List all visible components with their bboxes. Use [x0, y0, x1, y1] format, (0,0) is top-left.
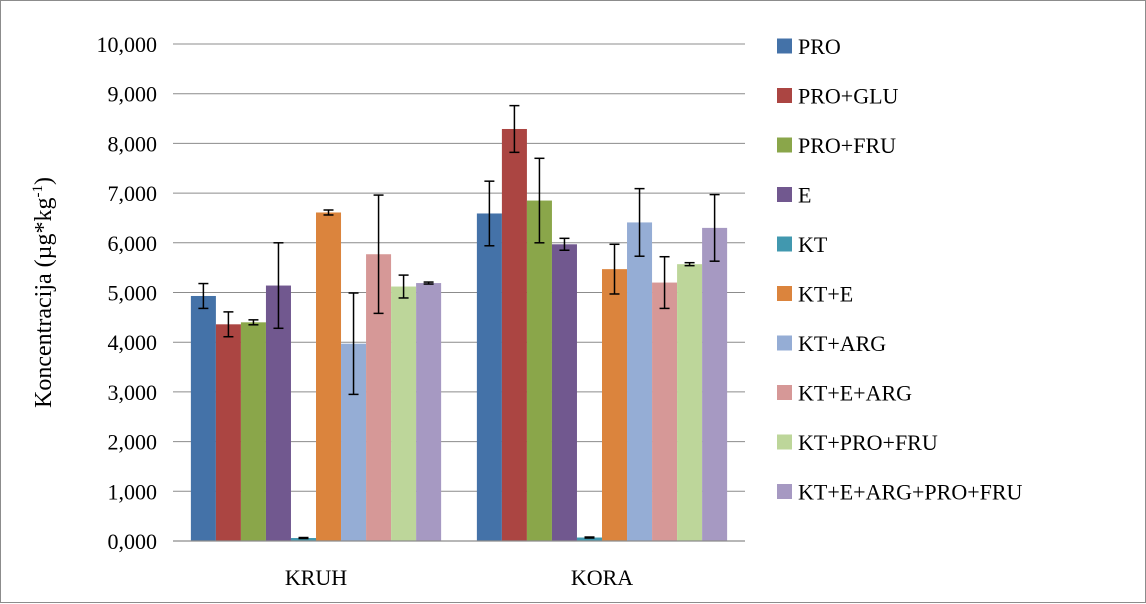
y-axis-title-main: Koncentracija (µg*kg [31, 198, 57, 408]
legend-swatch [777, 38, 792, 54]
y-axis-title-superscript: -1 [30, 185, 46, 198]
bar [702, 227, 728, 541]
y-tick-label: 4,000 [108, 330, 158, 355]
y-axis-tick-labels: 0,000 1,000 2,000 3,000 4,000 5,000 6,000 7,000… [97, 32, 158, 554]
y-tick-label: 0,000 [108, 529, 158, 554]
y-tick-label: 9,000 [108, 82, 158, 107]
legend: PRO PRO+GLU PRO+FRU E KT KT+E KT+ARG KT+E+ARG KT… [777, 34, 1023, 505]
bar [215, 324, 241, 541]
legend-swatch [777, 137, 792, 153]
bar [416, 283, 442, 541]
y-tick-label: 3,000 [108, 380, 158, 405]
legend-swatch [777, 236, 792, 252]
legend-label: KT+PRO+FRU [798, 430, 938, 455]
bar [627, 222, 653, 541]
y-tick-label: 10,000 [97, 32, 158, 57]
x-category-label: KRUH [285, 565, 347, 590]
bar [290, 538, 316, 541]
bar [391, 286, 417, 541]
bar [316, 212, 342, 541]
legend-swatch [777, 434, 792, 450]
legend-label: KT [798, 232, 828, 257]
legend-swatch [777, 385, 792, 400]
y-tick-label: 7,000 [108, 181, 158, 206]
legend-label: KT+E+ARG+PRO+FRU [798, 480, 1023, 505]
legend-swatch [777, 286, 792, 301]
bar [190, 295, 216, 541]
y-axis-title: Koncentracija (µg*kg-1) [30, 177, 57, 408]
bar [240, 322, 266, 541]
bar [501, 128, 527, 541]
legend-swatch [777, 88, 792, 103]
bars [190, 128, 728, 542]
legend-label: PRO+GLU [798, 84, 899, 109]
legend-label: PRO+FRU [798, 133, 896, 158]
legend-label: KT+E+ARG [798, 381, 912, 406]
y-tick-label: 5,000 [108, 281, 158, 306]
x-axis-category-labels: KRUH KORA [285, 565, 633, 590]
y-tick-label: 1,000 [108, 479, 158, 504]
bar [551, 244, 577, 541]
bar [526, 200, 552, 541]
legend-label: KT+E [798, 282, 853, 307]
y-tick-label: 2,000 [108, 430, 158, 455]
legend-swatch [777, 335, 792, 351]
bar [677, 264, 703, 541]
legend-label: PRO [798, 34, 841, 59]
legend-label: E [798, 183, 811, 208]
error-bars [198, 104, 720, 540]
y-tick-label: 8,000 [108, 131, 158, 156]
bar [476, 213, 502, 542]
legend-label: KT+ARG [798, 331, 886, 356]
x-category-label: KORA [571, 565, 633, 590]
bar [652, 282, 678, 541]
y-tick-label: 6,000 [108, 231, 158, 256]
bar [576, 537, 602, 541]
y-axis-title-close: ) [31, 177, 57, 185]
legend-swatch [777, 187, 792, 202]
legend-swatch [777, 484, 792, 499]
bar [602, 269, 628, 541]
